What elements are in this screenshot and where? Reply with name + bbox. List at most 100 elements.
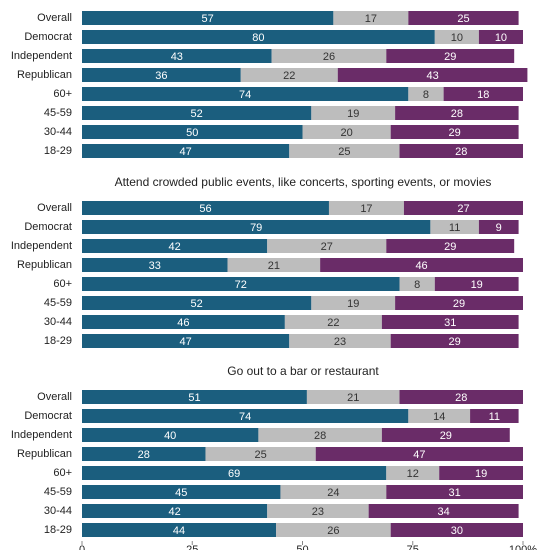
bar-segment xyxy=(82,447,206,461)
value-label: 11 xyxy=(489,411,500,423)
value-label: 29 xyxy=(440,430,452,442)
value-label: 27 xyxy=(457,203,469,215)
bar-segment xyxy=(82,220,431,234)
bar-segment xyxy=(311,106,396,120)
category-label: Independent xyxy=(11,50,72,62)
value-label: 21 xyxy=(268,260,280,272)
category-label: Democrat xyxy=(24,31,72,43)
bar-segment xyxy=(381,428,510,442)
bar-segment xyxy=(434,30,479,44)
value-label: 27 xyxy=(321,241,333,253)
bar-segment xyxy=(408,11,519,25)
bar-segment xyxy=(478,30,523,44)
category-label: 30-44 xyxy=(44,505,72,517)
value-label: 31 xyxy=(449,487,461,499)
category-label: Independent xyxy=(11,240,72,252)
bar-segment xyxy=(82,106,312,120)
category-label: 18-29 xyxy=(44,524,72,536)
category-label: Republican xyxy=(17,259,72,271)
value-label: 28 xyxy=(314,430,326,442)
value-label: 19 xyxy=(471,279,483,291)
bar-segment xyxy=(267,239,387,253)
value-label: 29 xyxy=(453,298,465,310)
x-tick-label: 50 xyxy=(296,544,308,550)
bar-segment xyxy=(443,87,523,101)
bar-segment xyxy=(82,523,277,537)
value-label: 21 xyxy=(347,392,359,404)
bar-segment xyxy=(368,504,519,518)
value-label: 79 xyxy=(250,222,262,234)
bar-segment xyxy=(82,68,241,82)
value-label: 22 xyxy=(283,70,295,82)
value-label: 50 xyxy=(186,127,198,139)
value-label: 10 xyxy=(451,32,463,44)
value-label: 29 xyxy=(449,127,461,139)
category-label: Overall xyxy=(37,12,72,24)
bar-segment xyxy=(395,296,523,310)
value-label: 29 xyxy=(449,336,461,348)
bar-segment xyxy=(386,49,515,63)
bar-segment xyxy=(276,523,391,537)
value-label: 44 xyxy=(173,525,185,537)
value-label: 26 xyxy=(327,525,339,537)
bar-segment xyxy=(289,144,400,158)
bar-segment xyxy=(390,334,519,348)
bar-segment xyxy=(82,125,303,139)
category-label: Republican xyxy=(17,448,72,460)
bar-segment xyxy=(82,144,290,158)
bar-segment xyxy=(470,409,519,423)
category-label: Democrat xyxy=(24,221,72,233)
bar-segment xyxy=(381,315,519,329)
bar-segment xyxy=(320,258,523,272)
value-label: 28 xyxy=(455,392,467,404)
bar-segment xyxy=(82,277,400,291)
value-label: 52 xyxy=(191,108,203,120)
value-label: 28 xyxy=(455,146,467,158)
value-label: 43 xyxy=(171,51,183,63)
value-label: 19 xyxy=(475,468,487,480)
bar-segment xyxy=(82,428,259,442)
bar-segment xyxy=(315,447,523,461)
bar-segment xyxy=(478,220,519,234)
bar-segment xyxy=(205,447,316,461)
value-label: 26 xyxy=(323,51,335,63)
value-label: 80 xyxy=(252,32,264,44)
bar-segment xyxy=(82,30,435,44)
value-label: 57 xyxy=(202,13,214,25)
bar-segment xyxy=(399,277,435,291)
value-label: 18 xyxy=(477,89,489,101)
bar-segment xyxy=(82,390,307,404)
bar-segment xyxy=(271,49,387,63)
bar-segment xyxy=(390,125,519,139)
value-label: 25 xyxy=(457,13,469,25)
value-label: 34 xyxy=(437,506,449,518)
bar-segment xyxy=(258,428,382,442)
bar-segment xyxy=(82,485,281,499)
value-label: 47 xyxy=(180,146,192,158)
value-label: 47 xyxy=(180,336,192,348)
value-label: 72 xyxy=(235,279,247,291)
value-label: 9 xyxy=(496,222,502,234)
value-label: 28 xyxy=(451,108,463,120)
bar-segment xyxy=(386,485,523,499)
bar-segment xyxy=(408,87,444,101)
bar-segment xyxy=(337,68,528,82)
bar-segment xyxy=(390,523,523,537)
value-label: 43 xyxy=(426,70,438,82)
x-tick-label: 0 xyxy=(79,544,85,550)
category-label: 45-59 xyxy=(44,107,72,119)
x-tick-label: 100% xyxy=(509,544,537,550)
bar-segment xyxy=(289,334,391,348)
bar-segment xyxy=(386,239,515,253)
value-label: 42 xyxy=(168,241,180,253)
bar-segment xyxy=(333,11,409,25)
bar-segment xyxy=(386,466,440,480)
bar-segment xyxy=(328,201,404,215)
bar-segment xyxy=(82,409,409,423)
value-label: 8 xyxy=(414,279,420,291)
value-label: 69 xyxy=(228,468,240,480)
category-label: 45-59 xyxy=(44,486,72,498)
bar-segment xyxy=(82,87,409,101)
bar-segment xyxy=(227,258,321,272)
